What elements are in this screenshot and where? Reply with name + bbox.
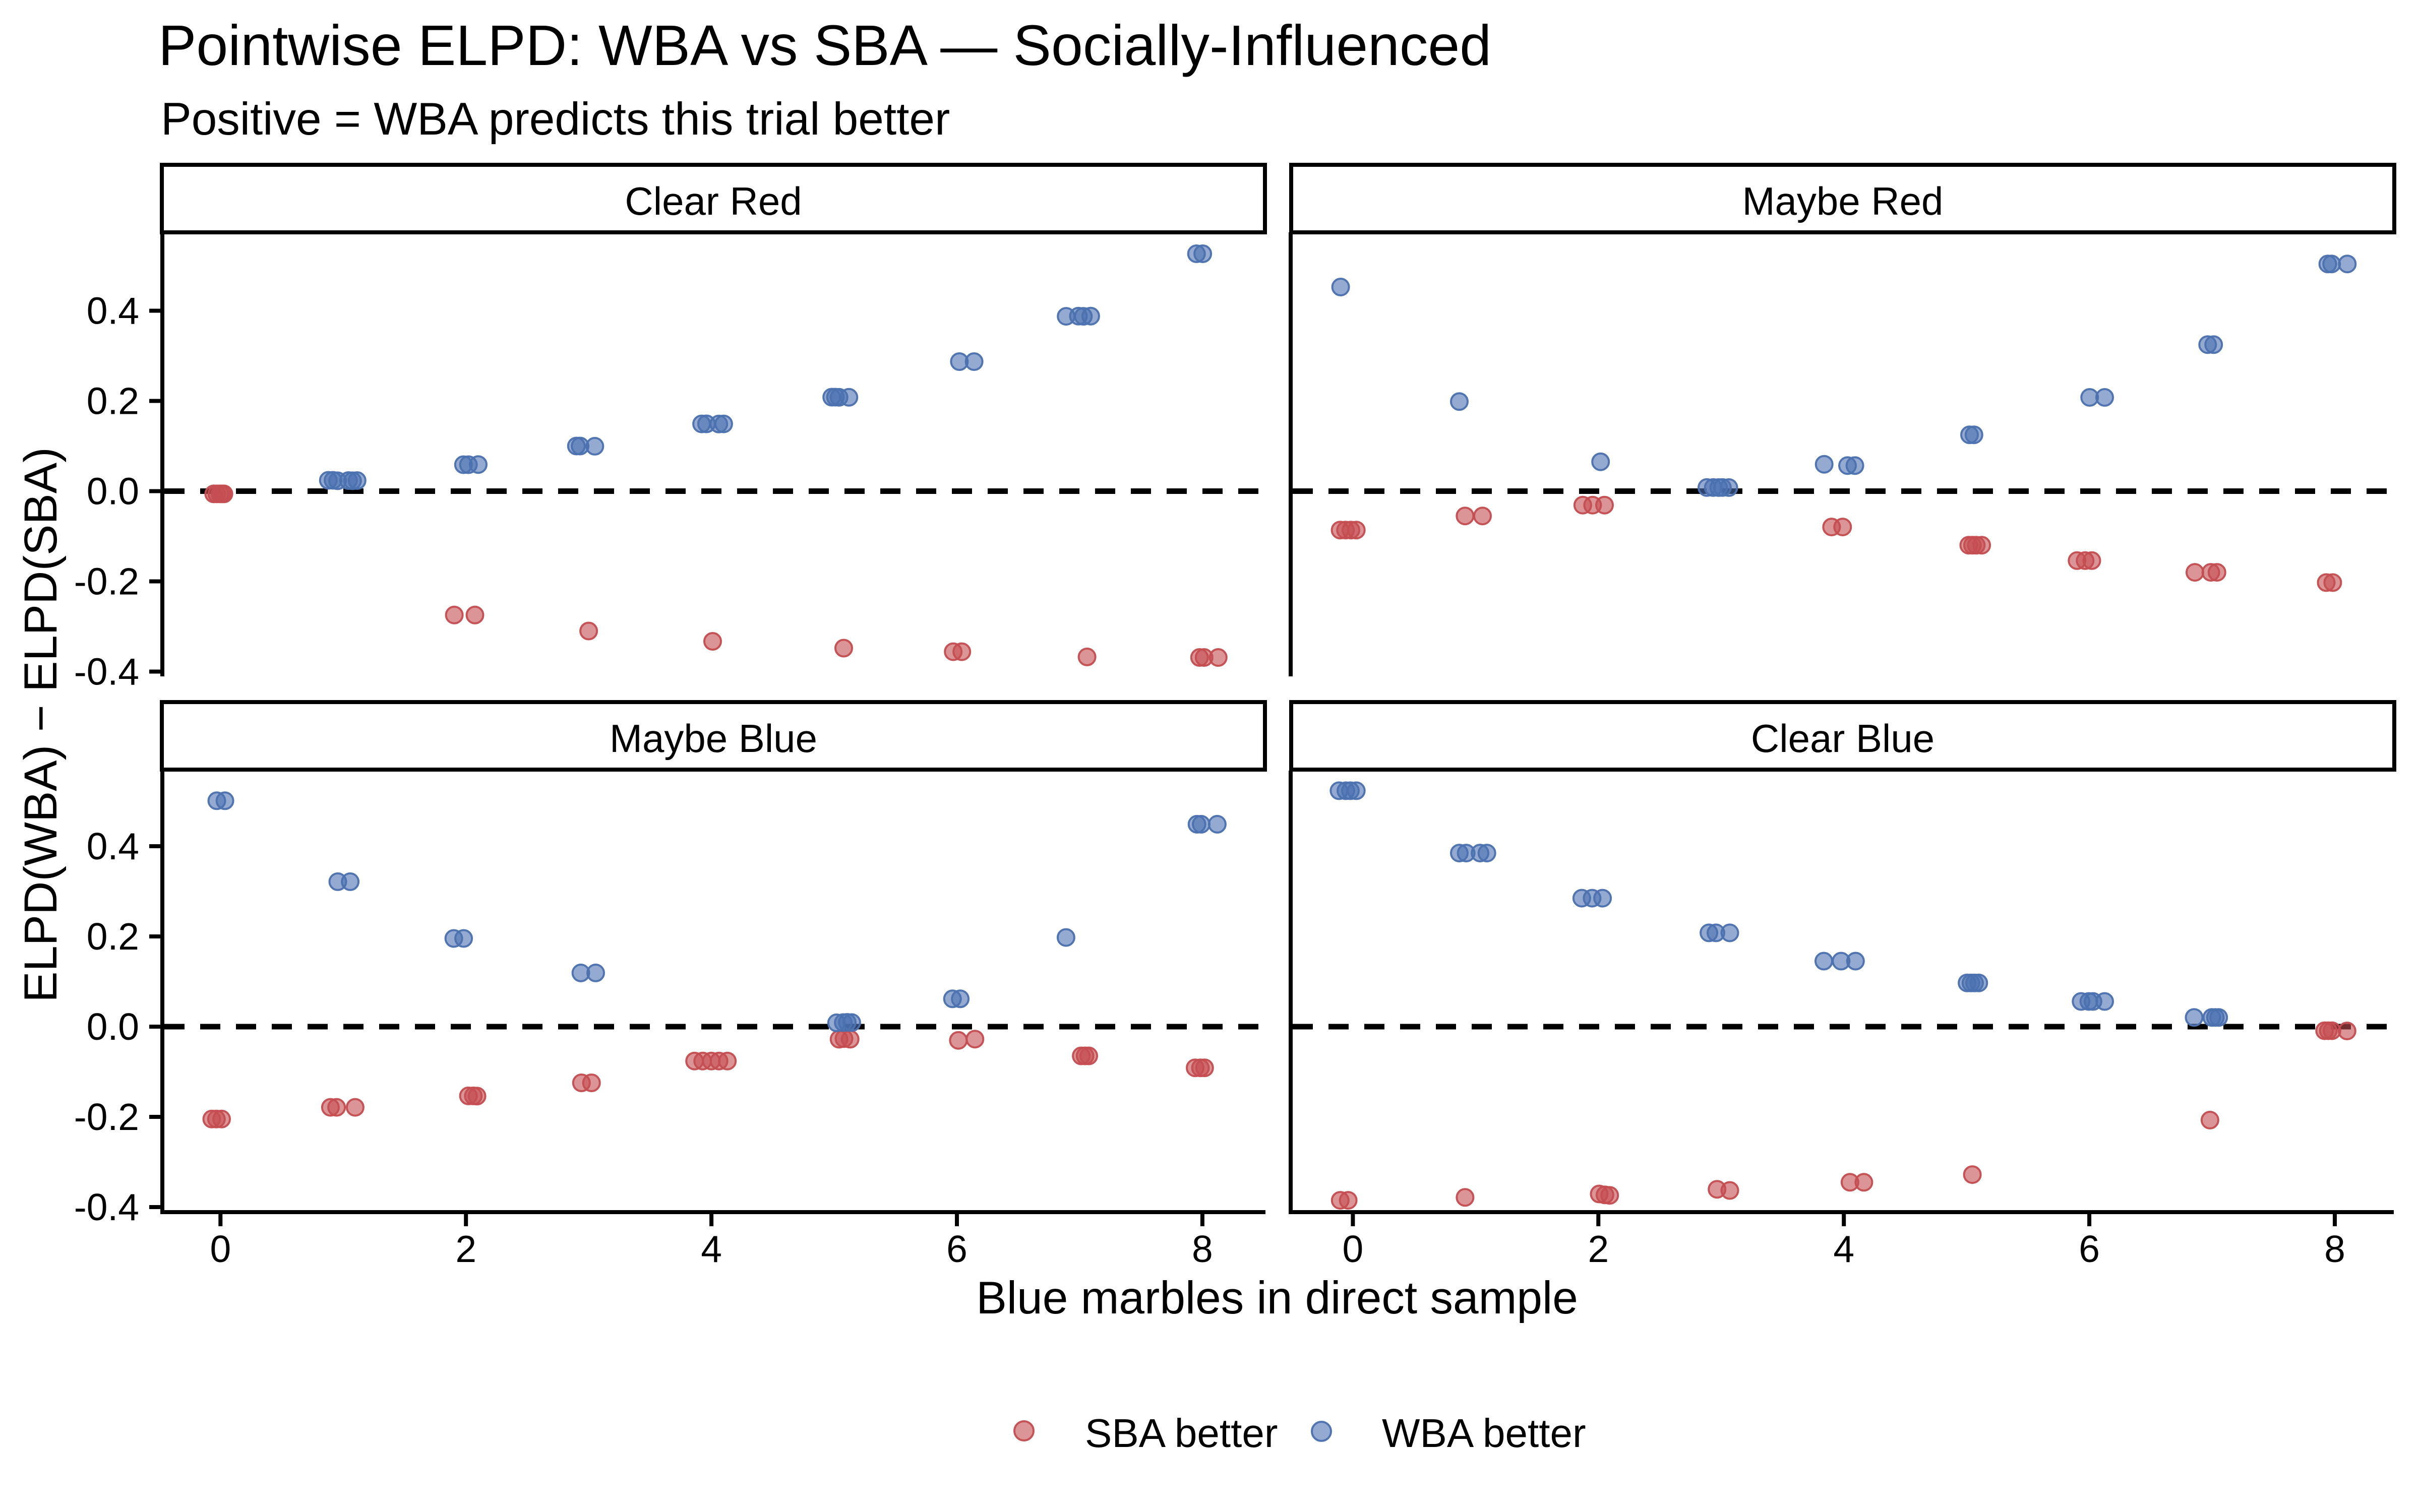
- svg-text:4: 4: [1833, 1228, 1854, 1270]
- svg-text:-0.2: -0.2: [74, 560, 139, 603]
- svg-text:ELPD(WBA) − ELPD(SBA): ELPD(WBA) − ELPD(SBA): [15, 447, 67, 1002]
- svg-text:0.4: 0.4: [87, 825, 139, 867]
- svg-text:0.2: 0.2: [87, 915, 139, 958]
- svg-text:4: 4: [701, 1228, 722, 1270]
- svg-text:Maybe Red: Maybe Red: [1742, 179, 1944, 223]
- svg-text:0.0: 0.0: [87, 1005, 139, 1048]
- svg-text:-0.2: -0.2: [74, 1096, 139, 1138]
- svg-text:SBA better: SBA better: [1085, 1411, 1278, 1456]
- svg-text:Positive = WBA predicts this t: Positive = WBA predicts this trial bette…: [161, 94, 950, 145]
- svg-text:2: 2: [1588, 1228, 1609, 1270]
- svg-text:0.2: 0.2: [87, 380, 139, 422]
- svg-text:Blue marbles in direct sample: Blue marbles in direct sample: [976, 1273, 1578, 1324]
- svg-text:Pointwise ELPD: WBA vs SBA — S: Pointwise ELPD: WBA vs SBA — Socially-In…: [158, 14, 1491, 77]
- svg-text:2: 2: [455, 1228, 476, 1270]
- svg-text:WBA better: WBA better: [1382, 1411, 1586, 1456]
- svg-text:-0.4: -0.4: [74, 1186, 139, 1228]
- svg-text:0: 0: [1343, 1228, 1364, 1270]
- svg-text:6: 6: [946, 1228, 967, 1270]
- svg-text:6: 6: [2079, 1228, 2100, 1270]
- svg-text:8: 8: [2324, 1228, 2345, 1270]
- svg-text:0: 0: [210, 1228, 231, 1270]
- svg-text:Clear Red: Clear Red: [625, 179, 802, 223]
- svg-text:-0.4: -0.4: [74, 651, 139, 693]
- svg-text:0.4: 0.4: [87, 290, 139, 332]
- svg-text:0.0: 0.0: [87, 470, 139, 513]
- svg-text:8: 8: [1192, 1228, 1213, 1270]
- svg-text:Clear Blue: Clear Blue: [1751, 716, 1934, 761]
- svg-text:Maybe Blue: Maybe Blue: [610, 716, 817, 761]
